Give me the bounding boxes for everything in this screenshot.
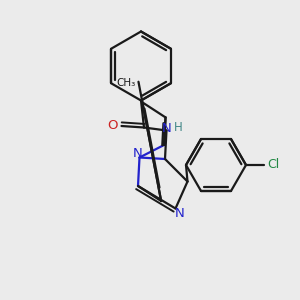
Text: N: N bbox=[175, 207, 185, 220]
Text: H: H bbox=[173, 121, 182, 134]
Text: Cl: Cl bbox=[267, 158, 279, 171]
Text: O: O bbox=[107, 119, 118, 132]
Text: N: N bbox=[162, 122, 172, 136]
Text: N: N bbox=[133, 147, 143, 161]
Text: CH₃: CH₃ bbox=[116, 78, 136, 88]
